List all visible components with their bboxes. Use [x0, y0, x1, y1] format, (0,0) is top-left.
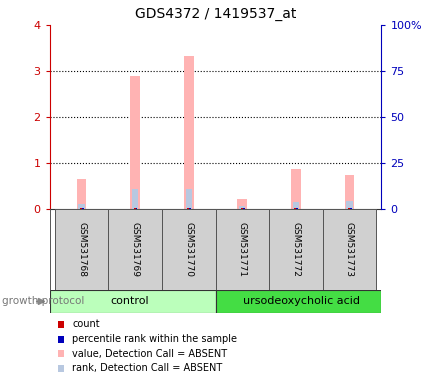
Bar [294, 208, 297, 209]
Text: rank, Detection Call = ABSENT: rank, Detection Call = ABSENT [72, 363, 222, 373]
Bar [78, 204, 85, 209]
Bar [240, 208, 243, 209]
Bar [162, 209, 215, 290]
Bar [55, 209, 108, 290]
Bar [239, 205, 245, 209]
Bar [344, 175, 353, 209]
Bar [349, 208, 351, 209]
Bar [268, 209, 322, 290]
Bar [295, 208, 298, 209]
Text: control: control [110, 296, 149, 306]
Text: GSM531772: GSM531772 [291, 222, 300, 277]
Bar [347, 208, 350, 209]
Bar [82, 208, 84, 209]
Text: count: count [72, 319, 100, 329]
Bar [345, 201, 352, 209]
Bar [187, 208, 190, 209]
Bar [185, 189, 191, 209]
Bar [322, 209, 375, 290]
Bar [215, 290, 381, 313]
Text: value, Detection Call = ABSENT: value, Detection Call = ABSENT [72, 349, 227, 359]
Bar [135, 208, 137, 209]
Bar [290, 169, 300, 209]
Bar [133, 208, 136, 209]
Bar [215, 209, 268, 290]
Bar [184, 56, 193, 209]
Bar [49, 290, 215, 313]
Title: GDS4372 / 1419537_at: GDS4372 / 1419537_at [135, 7, 295, 21]
Text: percentile rank within the sample: percentile rank within the sample [72, 334, 237, 344]
Text: ursodeoxycholic acid: ursodeoxycholic acid [242, 296, 359, 306]
Text: GSM531768: GSM531768 [77, 222, 86, 277]
Bar [237, 199, 246, 209]
Text: growth protocol: growth protocol [2, 296, 84, 306]
Bar [77, 179, 86, 209]
Text: GSM531773: GSM531773 [344, 222, 353, 277]
Bar [108, 209, 162, 290]
Text: GSM531770: GSM531770 [184, 222, 193, 277]
Bar [189, 208, 190, 209]
Text: GSM531771: GSM531771 [237, 222, 246, 277]
Text: GSM531769: GSM531769 [130, 222, 139, 277]
Bar [292, 202, 298, 209]
Bar [80, 208, 83, 209]
Bar [130, 76, 140, 209]
Bar [242, 208, 244, 209]
Bar [132, 189, 138, 209]
